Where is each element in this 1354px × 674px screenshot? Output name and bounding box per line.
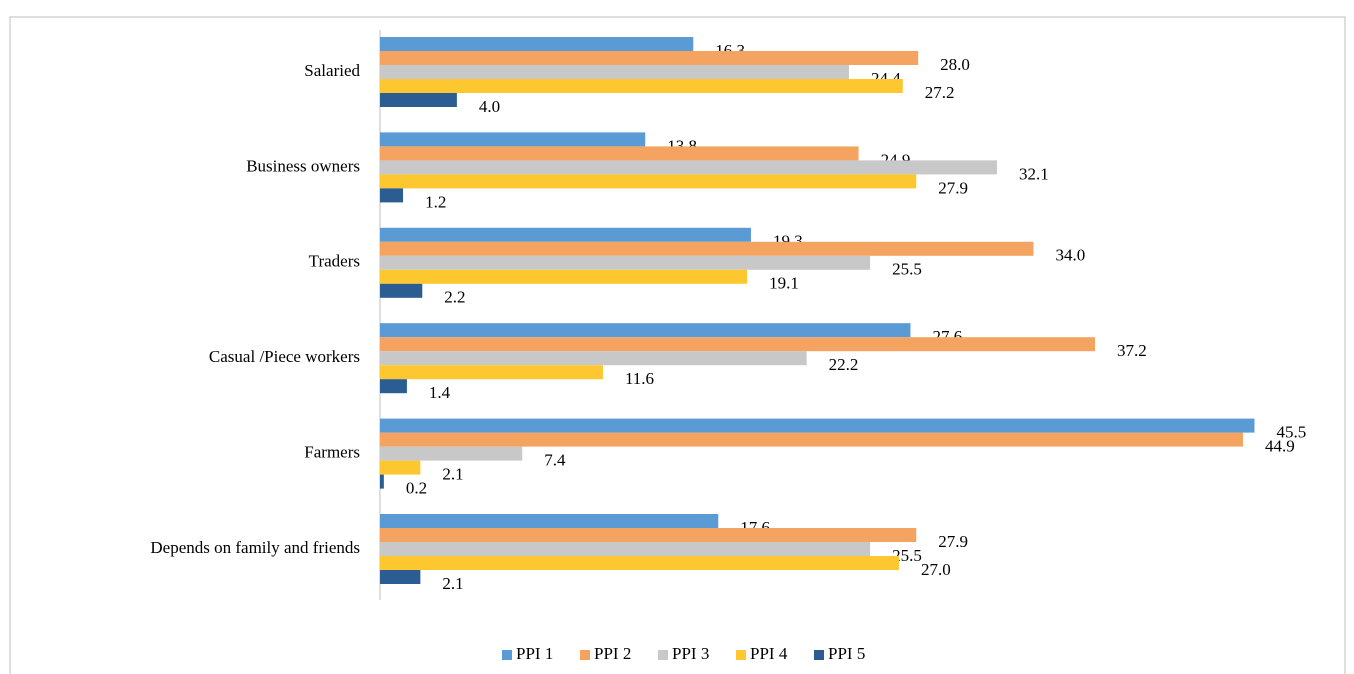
bar [380, 227, 751, 242]
data-label: 25.5 [892, 546, 922, 565]
data-label: 0.2 [406, 479, 427, 498]
bar [380, 160, 997, 175]
bar [380, 283, 423, 298]
bar [380, 146, 859, 161]
legend-label: PPI 3 [672, 644, 709, 663]
data-label: 45.5 [1277, 423, 1307, 442]
bar [380, 337, 1095, 352]
bar [380, 556, 899, 570]
legend-label: PPI 4 [750, 644, 788, 663]
legend-swatch [814, 650, 824, 660]
legend-label: PPI 2 [594, 644, 631, 663]
bar [380, 460, 421, 475]
legend-swatch [580, 650, 590, 660]
data-label: 2.1 [442, 465, 463, 484]
data-label: 11.6 [625, 369, 654, 388]
data-label: 27.0 [921, 560, 951, 579]
legend-swatch [502, 650, 512, 660]
data-label: 22.2 [829, 355, 859, 374]
data-label: 1.4 [429, 383, 451, 402]
category-label: Traders [309, 252, 360, 271]
legend-swatch [736, 650, 746, 660]
category-label: Casual /Piece workers [209, 347, 360, 366]
bar [380, 323, 911, 338]
legend-swatch [658, 650, 668, 660]
data-label: 25.5 [892, 260, 922, 279]
category-label: Farmers [304, 443, 360, 462]
data-label: 19.1 [769, 274, 799, 293]
category-label: Salaried [304, 61, 360, 80]
bar [380, 542, 871, 556]
data-label: 2.1 [442, 574, 463, 593]
bar [380, 570, 421, 584]
bar [380, 241, 1034, 256]
data-label: 34.0 [1055, 246, 1085, 265]
bar [380, 514, 719, 528]
bar [380, 365, 603, 380]
bar [380, 188, 404, 203]
bar [380, 528, 917, 542]
data-label: 2.2 [444, 288, 465, 307]
bar [380, 37, 694, 51]
bar [380, 51, 919, 65]
bar [380, 269, 748, 284]
bar [380, 65, 849, 79]
bar [380, 174, 917, 189]
bar [380, 418, 1255, 433]
data-label: 28.0 [940, 55, 970, 74]
data-label: 7.4 [544, 451, 566, 470]
bar [380, 379, 407, 394]
bar [380, 255, 871, 270]
legend-label: PPI 1 [516, 644, 553, 663]
data-label: 1.2 [425, 192, 446, 211]
bar [380, 446, 523, 461]
bar [380, 79, 903, 93]
chart-frame [9, 16, 1346, 674]
bar [380, 93, 457, 107]
category-label: Business owners [246, 156, 360, 175]
data-label: 27.2 [925, 83, 955, 102]
data-label: 27.9 [938, 532, 968, 551]
data-label: 32.1 [1019, 164, 1049, 183]
legend-label: PPI 5 [828, 644, 865, 663]
data-label: 37.2 [1117, 341, 1147, 360]
bar [380, 132, 646, 147]
data-label: 44.9 [1265, 437, 1295, 456]
bar [380, 474, 384, 489]
data-label: 4.0 [479, 97, 500, 116]
category-label: Depends on family and friends [150, 538, 360, 557]
bar [380, 432, 1243, 447]
bar [380, 351, 807, 366]
data-label: 27.9 [938, 178, 968, 197]
